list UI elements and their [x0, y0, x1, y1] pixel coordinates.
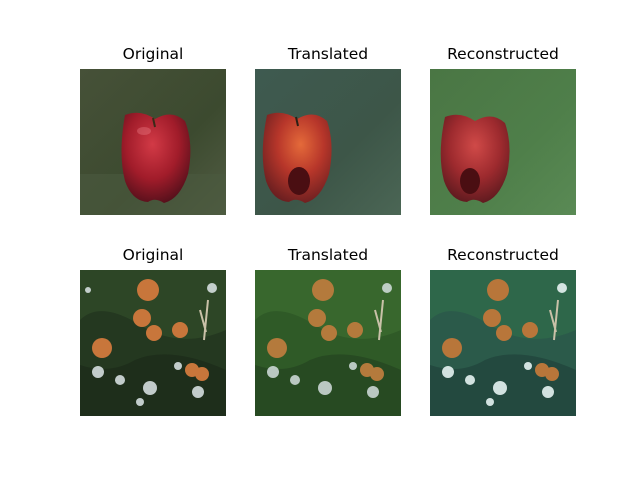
panel-title: Translated — [287, 45, 369, 63]
panel-title: Reconstructed — [447, 45, 559, 63]
apple-reconstructed-image — [430, 69, 576, 215]
orange-tree-original-image — [80, 270, 226, 416]
panel-title: Translated — [287, 246, 369, 264]
orange-tree-translated-image — [255, 270, 401, 416]
apple-translated-image — [255, 69, 401, 215]
panel-title: Original — [122, 45, 184, 63]
panel-title: Reconstructed — [447, 246, 559, 264]
panel-title: Original — [122, 246, 184, 264]
apple-original-image — [80, 69, 226, 215]
orange-tree-reconstructed-image — [430, 270, 576, 416]
